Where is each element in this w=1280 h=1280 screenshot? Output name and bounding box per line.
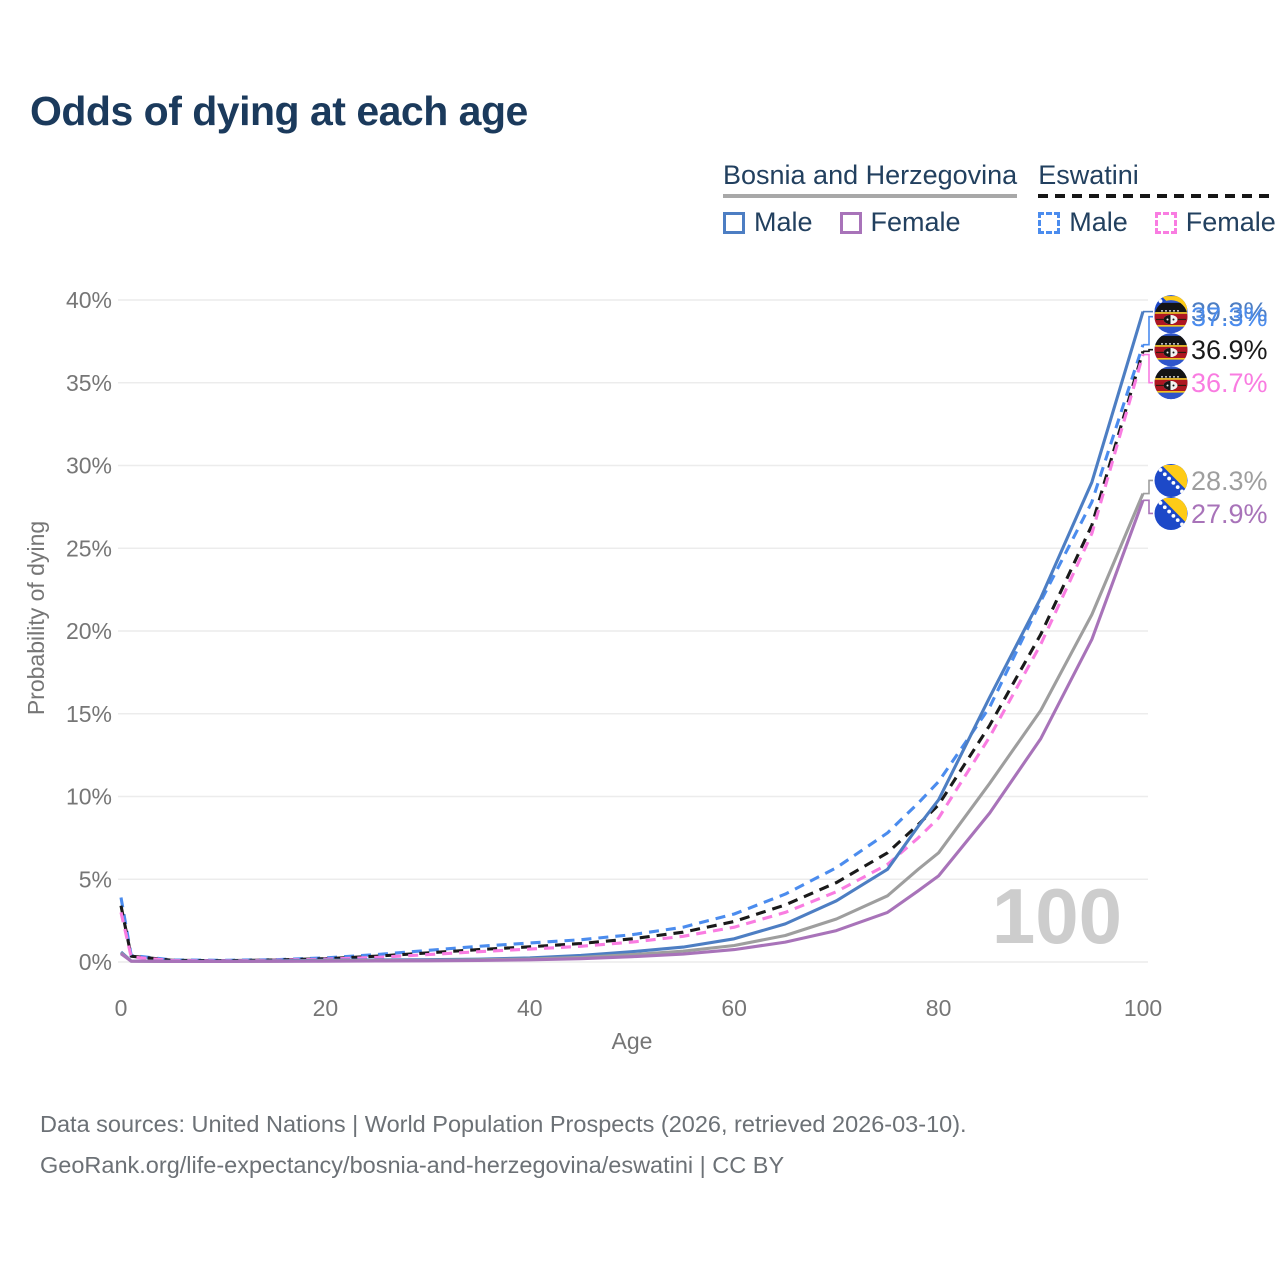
series-line-eswatini-both-sexes[interactable] (119, 350, 1145, 963)
x-axis: 0 20 40 60 80 100 Age (115, 995, 1163, 1054)
series-line-bosnia-and-herzegovina-male[interactable] (119, 311, 1145, 963)
legend-swatch-bosnia-male (723, 211, 745, 234)
flag-eswatini-icon (1154, 333, 1188, 367)
legend-group-eswatini-title: Eswatini (1038, 160, 1139, 190)
leader-line (1143, 353, 1153, 384)
flag-eswatini-icon (1154, 366, 1188, 400)
y-tick-15: 15% (66, 701, 112, 727)
x-tick-0: 0 (115, 995, 128, 1021)
legend-eswatini-line-sample (1038, 194, 1276, 198)
end-label-eswatini-female: 36.7% (1143, 353, 1268, 400)
series-line-eswatini-female[interactable] (119, 354, 1145, 963)
x-tick-80: 80 (926, 995, 952, 1021)
leader-line (1143, 479, 1153, 495)
age-watermark: 100 (992, 872, 1122, 960)
legend-bosnia-line-sample (723, 194, 1018, 198)
y-tick-35: 35% (66, 370, 112, 396)
x-tick-20: 20 (313, 995, 339, 1021)
end-label-eswatini-male: 37.3% (1143, 300, 1268, 346)
legend-eswatini-items: Male Female (1038, 207, 1276, 238)
legend-label-bosnia-male: Male (754, 207, 813, 237)
flag-bosnia-icon (1154, 463, 1188, 497)
end-label-bosnia-and-herzegovina-female: 27.9% (1143, 496, 1268, 530)
legend-bosnia-items: Male Female (723, 207, 1017, 238)
y-axis-label: Probability of dying (23, 521, 49, 715)
series-line-bosnia-and-herzegovina-female[interactable] (120, 499, 1145, 964)
y-tick-0: 0% (79, 949, 112, 975)
legend-item-bosnia-female[interactable]: Female (839, 207, 961, 238)
y-tick-5: 5% (79, 866, 112, 892)
y-tick-40: 40% (66, 287, 112, 313)
end-label-value: 28.3% (1191, 466, 1268, 496)
legend-item-eswatini-male[interactable]: Male (1038, 207, 1128, 238)
legend-label-eswatini-female: Female (1185, 207, 1276, 237)
legend-group-bosnia-title: Bosnia and Herzegovina (723, 160, 1018, 190)
legend-label-eswatini-male: Male (1069, 207, 1128, 237)
legend-group-bosnia: Bosnia and Herzegovina Male Female (723, 160, 1018, 238)
end-label-value: 37.3% (1191, 302, 1268, 332)
legend-swatch-bosnia-female (839, 211, 862, 234)
legend-item-eswatini-female[interactable]: Female (1154, 207, 1276, 238)
flag-bosnia-icon (1154, 496, 1188, 530)
x-axis-label: Age (612, 1028, 653, 1054)
x-tick-60: 60 (721, 995, 747, 1021)
end-label-value: 39.3% (1191, 297, 1268, 327)
gridlines: 0% 5% 10% 15% 20% 25% 30% 35% 40% (66, 287, 1148, 975)
end-label-value: 36.9% (1191, 335, 1268, 365)
legend-swatch-eswatini-male (1038, 211, 1061, 234)
footer: Data sources: United Nations | World Pop… (40, 1104, 967, 1186)
leader-line (1143, 315, 1153, 346)
end-label-bosnia-and-herzegovina-both-sexes: 28.3% (1143, 463, 1268, 497)
end-label-value: 36.7% (1191, 368, 1268, 398)
legend-group-eswatini: Eswatini Male Female (1038, 160, 1276, 238)
x-tick-100: 100 (1124, 995, 1162, 1021)
end-label-eswatini-both-sexes: 36.9% (1143, 333, 1268, 367)
footer-data-sources: Data sources: United Nations | World Pop… (40, 1111, 967, 1137)
legend-item-bosnia-male[interactable]: Male (723, 207, 813, 238)
y-tick-10: 10% (66, 784, 112, 810)
legend: Bosnia and Herzegovina Male Female Eswat… (723, 160, 1276, 238)
y-tick-30: 30% (66, 453, 112, 479)
flag-eswatini-icon (1154, 300, 1188, 334)
leader-line (1143, 499, 1153, 515)
series-line-eswatini-male[interactable] (119, 344, 1145, 962)
page-title: Odds of dying at each age (30, 88, 528, 134)
legend-swatch-eswatini-female (1154, 211, 1177, 234)
footer-attribution: GeoRank.org/life-expectancy/bosnia-and-h… (40, 1152, 785, 1178)
y-tick-20: 20% (66, 618, 112, 644)
end-label-value: 27.9% (1191, 499, 1268, 529)
x-tick-40: 40 (517, 995, 543, 1021)
leader-line (1143, 348, 1153, 353)
legend-label-bosnia-female: Female (870, 207, 961, 237)
y-tick-25: 25% (66, 535, 112, 561)
